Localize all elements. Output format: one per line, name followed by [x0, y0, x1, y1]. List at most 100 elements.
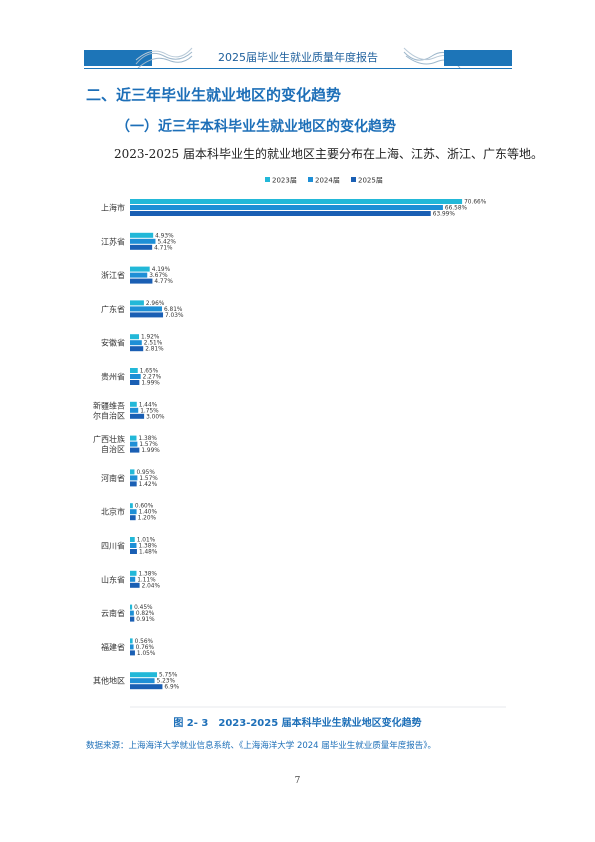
data-label: 6.9%: [164, 685, 179, 691]
category-label: 福建省: [101, 642, 125, 652]
category-label: 广东省: [101, 304, 125, 314]
bar-0-9: [130, 503, 133, 509]
data-label: 2.81%: [145, 347, 164, 353]
data-label: 1.38%: [138, 571, 157, 577]
bar-0-13: [130, 638, 133, 644]
category-label: 山东省: [101, 574, 125, 584]
header-divider: [84, 68, 512, 69]
data-label: 0.60%: [135, 504, 154, 510]
legend-label-0: 2023届: [272, 177, 297, 185]
category-label: 其他地区: [93, 676, 125, 686]
data-label: 1.38%: [138, 544, 157, 550]
bar-0-10: [130, 537, 135, 542]
bar-1-2: [130, 272, 148, 278]
bar-2-5: [130, 380, 140, 385]
data-label: 1.11%: [137, 577, 156, 583]
bar-2-2: [130, 278, 153, 284]
bar-2-4: [130, 346, 144, 352]
data-label: 0.82%: [136, 611, 155, 617]
data-label: 0.76%: [136, 645, 155, 651]
category-label: 北京市: [101, 507, 125, 517]
data-label: 4.77%: [154, 279, 173, 285]
legend-swatch-1: [308, 177, 313, 182]
category-label: 江苏省: [101, 236, 125, 246]
data-label: 1.92%: [141, 335, 160, 341]
bar-2-7: [130, 447, 140, 453]
bar-1-14: [130, 678, 155, 684]
data-label: 4.93%: [155, 233, 174, 239]
data-source-note: 数据来源：上海海洋大学就业信息系统、《上海海洋大学 2024 届毕业生就业质量年…: [86, 741, 437, 751]
bar-1-6: [130, 407, 139, 413]
bar-2-9: [130, 515, 136, 521]
bar-1-5: [130, 374, 141, 379]
header-title: 2025届毕业生就业质量年度报告: [218, 51, 378, 64]
bar-1-8: [130, 475, 138, 481]
data-label: 3.00%: [146, 414, 165, 420]
category-label: 河南省: [101, 473, 125, 483]
category-label: 云南省: [101, 608, 125, 618]
bar-2-8: [130, 481, 137, 487]
bar-0-7: [130, 435, 137, 441]
bar-2-6: [130, 413, 145, 419]
data-label: 7.03%: [165, 313, 184, 319]
data-label: 1.40%: [139, 510, 158, 516]
bar-0-0: [130, 199, 463, 204]
category-label: 安徽省: [101, 338, 125, 348]
category-label: 四川省: [101, 541, 125, 551]
data-label: 1.05%: [137, 651, 156, 657]
figure-caption: 图 2- 3 2023-2025 届本科毕业生就业地区变化趋势: [173, 718, 422, 729]
bar-0-4: [130, 334, 140, 340]
data-label: 4.19%: [152, 267, 171, 273]
bar-0-2: [130, 266, 150, 272]
bar-0-12: [130, 604, 133, 610]
data-label: 2.51%: [144, 341, 163, 347]
bar-1-3: [130, 306, 163, 312]
page-number: 7: [294, 776, 301, 786]
bar-0-1: [130, 232, 154, 238]
bar-1-9: [130, 509, 137, 515]
bar-2-14: [130, 684, 163, 690]
header-wave-decoration-left: [135, 47, 193, 68]
bar-2-13: [130, 650, 135, 656]
data-label: 1.44%: [139, 402, 158, 408]
data-label: 1.75%: [140, 408, 159, 414]
bar-1-7: [130, 441, 138, 447]
bar-0-6: [130, 401, 137, 407]
bar-0-5: [130, 368, 138, 373]
data-label: 1.57%: [139, 476, 158, 482]
bar-0-11: [130, 570, 137, 576]
section-heading: 二、近三年毕业生就业地区的变化趋势: [86, 86, 342, 104]
category-label: 尔自治区: [93, 410, 125, 420]
bar-1-1: [130, 238, 156, 244]
bar-2-11: [130, 582, 140, 588]
header-band-right: [444, 50, 512, 66]
category-label: 浙江省: [101, 270, 125, 280]
bar-2-10: [130, 549, 137, 554]
bar-1-0: [130, 205, 443, 210]
bar-1-11: [130, 576, 136, 582]
bar-1-10: [130, 543, 137, 548]
header-band-left: [84, 50, 152, 66]
data-label: 1.48%: [139, 550, 158, 556]
data-label: 5.23%: [157, 679, 176, 685]
data-label: 70.66%: [464, 200, 487, 206]
data-label: 5.42%: [157, 239, 176, 245]
legend-swatch-0: [265, 177, 270, 182]
data-label: 2.04%: [142, 583, 161, 589]
bar-1-12: [130, 610, 134, 616]
data-label: 5.75%: [159, 673, 178, 679]
legend-label-1: 2024届: [315, 177, 340, 185]
data-label: 3.67%: [149, 273, 168, 279]
data-label: 0.45%: [134, 605, 153, 611]
page-header: 2025届毕业生就业质量年度报告: [84, 46, 512, 68]
bar-0-8: [130, 469, 135, 475]
bar-2-1: [130, 244, 153, 250]
data-label: 2.96%: [146, 301, 165, 307]
data-label: 63.99%: [433, 212, 456, 218]
data-label: 1.01%: [137, 538, 156, 544]
category-label: 新疆维吾: [93, 400, 125, 410]
category-label: 广西壮族: [93, 434, 125, 444]
data-label: 1.99%: [141, 448, 160, 454]
section-subheading: （一）近三年本科毕业生就业地区的变化趋势: [116, 119, 396, 135]
